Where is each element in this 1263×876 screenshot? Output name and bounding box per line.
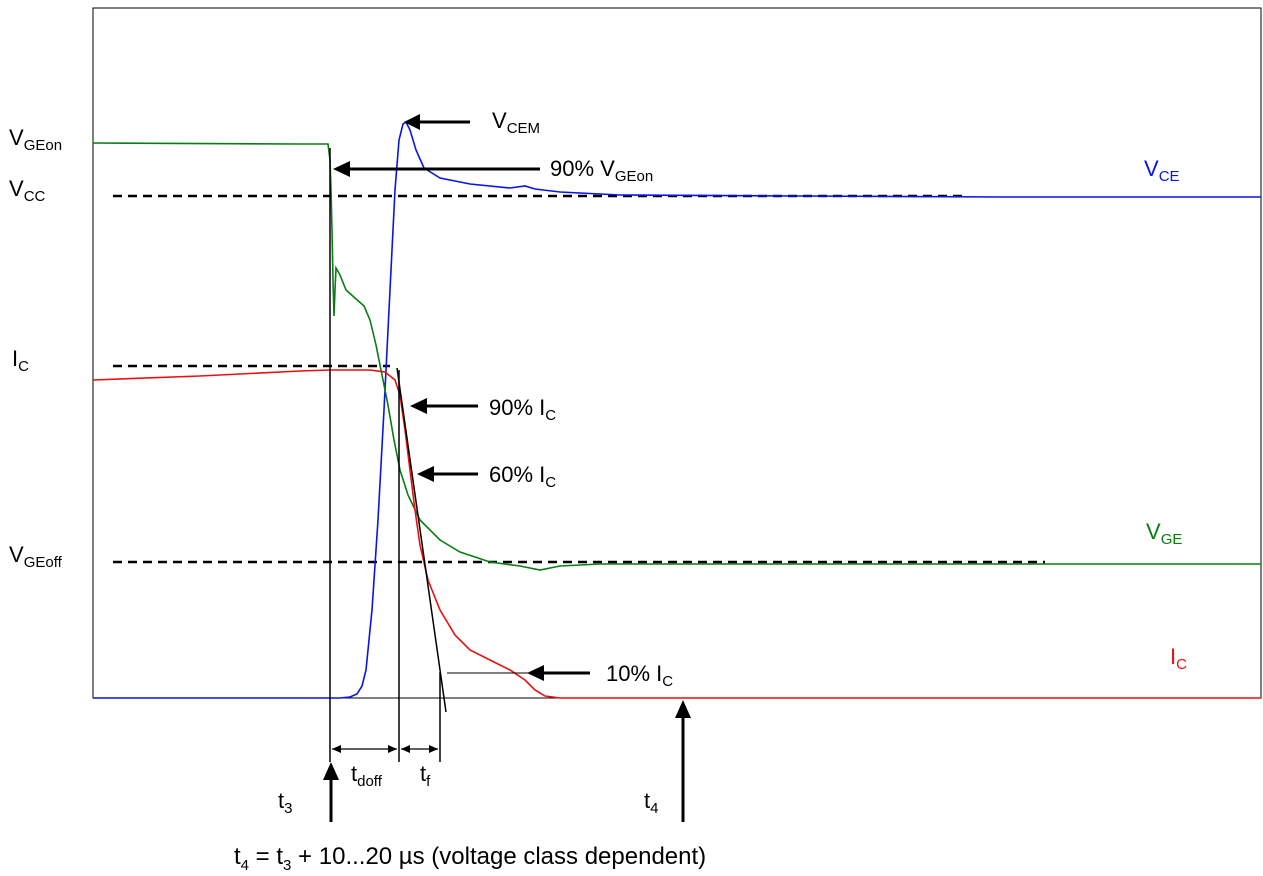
vgeon-level-label: VGEon: [9, 125, 62, 154]
timing-formula: t4 = t3 + 10...20 µs (voltage class depe…: [234, 843, 706, 874]
t3-label: t3: [278, 788, 292, 817]
10pct-ic-arrow: [527, 665, 590, 681]
10pct-ic-label: 10% IC: [606, 661, 673, 690]
t4-label: t4: [644, 788, 658, 817]
fall-time-tangent-line: [396, 367, 447, 713]
60pct-ic-arrow: [417, 466, 478, 482]
t3-arrow: [323, 762, 339, 822]
vcem-arrow: [404, 114, 470, 130]
vce-trace: [93, 120, 1261, 699]
vge-trace: [92, 142, 1261, 571]
vcc-level-label: VCC: [9, 176, 46, 205]
90pct-vgeon-arrow: [333, 161, 540, 177]
ic-level-label: IC: [12, 346, 29, 375]
tdoff-label: tdoff: [351, 761, 383, 790]
vge-trace-label: VGE: [1146, 519, 1182, 548]
90pct-vgeon-label: 90% VGEon: [550, 156, 653, 185]
90pct-ic-arrow: [410, 398, 478, 414]
ic-trace: [92, 369, 1261, 699]
tf-label: tf: [420, 761, 431, 790]
vgeoff-level-label: VGEoff: [9, 542, 63, 571]
ic-trace-label: IC: [1170, 644, 1187, 673]
vcem-label: VCEM: [492, 108, 540, 137]
plot-frame: [92, 7, 1262, 699]
vce-trace-label: VCE: [1144, 156, 1180, 185]
tf-dimension: [401, 745, 438, 753]
90pct-ic-label: 90% IC: [489, 395, 556, 424]
tdoff-dimension: [332, 745, 397, 753]
60pct-ic-label: 60% IC: [489, 462, 556, 491]
t4-arrow: [675, 700, 691, 822]
